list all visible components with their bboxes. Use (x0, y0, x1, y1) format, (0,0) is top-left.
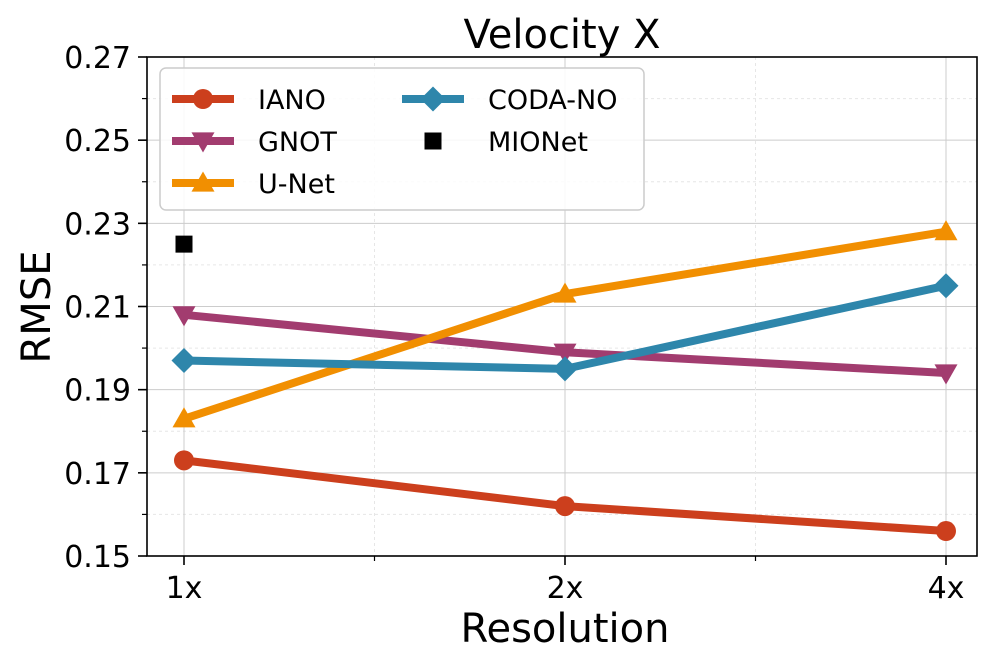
y-tick-label: 0.25 (64, 124, 131, 159)
series-mionet (175, 235, 193, 253)
y-tick-label: 0.15 (64, 540, 131, 575)
y-tick-label: 0.23 (64, 207, 131, 242)
legend-items: IANO GNOT U-Net CODA-NO MIONet (172, 85, 618, 200)
legend-item-u-net: U-Net (172, 169, 335, 200)
legend-label-coda-no: CODA-NO (488, 85, 618, 116)
data-point-iano (936, 521, 956, 542)
y-axis-label: RMSE (14, 251, 60, 364)
data-point-u-net (934, 220, 958, 241)
legend-marker-iano (193, 89, 213, 109)
data-point-coda-no (552, 356, 578, 382)
axis-ticks: 0.15 0.17 0.19 0.21 0.23 0.25 0.27 1x 2x 4x (64, 41, 964, 606)
y-tick-label: 0.19 (64, 374, 131, 409)
y-tick-label: 0.27 (64, 41, 131, 76)
series-coda-no (171, 273, 959, 382)
legend-item-iano: IANO (172, 85, 326, 116)
data-point-u-net (553, 282, 577, 303)
data-point-gnot (553, 343, 577, 364)
y-tick-label: 0.21 (64, 291, 131, 326)
x-tick-label: 4x (928, 571, 965, 606)
data-point-iano (174, 450, 194, 471)
series-iano (174, 450, 956, 542)
legend-marker-gnot (191, 132, 215, 153)
data-point-gnot (172, 306, 196, 327)
legend-label-gnot: GNOT (258, 127, 337, 158)
legend-item-gnot: GNOT (172, 127, 337, 158)
x-tick-label: 1x (166, 571, 203, 606)
x-axis-label: Resolution (460, 606, 669, 652)
data-point-gnot (934, 364, 958, 385)
legend-item-coda-no: CODA-NO (402, 85, 618, 116)
series-gnot (172, 306, 958, 385)
legend-label-mionet: MIONet (488, 127, 588, 158)
legend-marker-u-net (191, 171, 215, 192)
legend-label-iano: IANO (258, 85, 326, 116)
data-point-coda-no (171, 348, 197, 374)
data-point-mionet (175, 235, 193, 253)
legend: IANO GNOT U-Net CODA-NO MIONet (159, 67, 645, 211)
data-point-coda-no (933, 273, 959, 299)
legend-marker-mionet (424, 132, 442, 150)
legend-marker-coda-no (420, 86, 446, 112)
legend-label-u-net: U-Net (258, 169, 335, 200)
legend-item-mionet: MIONet (424, 127, 588, 158)
data-point-iano (555, 496, 575, 517)
series-u-net (172, 220, 958, 428)
y-tick-label: 0.17 (64, 457, 131, 492)
chart-title: Velocity X (463, 12, 660, 58)
series-layer (171, 220, 959, 542)
x-tick-label: 2x (547, 571, 584, 606)
legend-frame (159, 67, 645, 211)
data-point-u-net (172, 407, 196, 428)
